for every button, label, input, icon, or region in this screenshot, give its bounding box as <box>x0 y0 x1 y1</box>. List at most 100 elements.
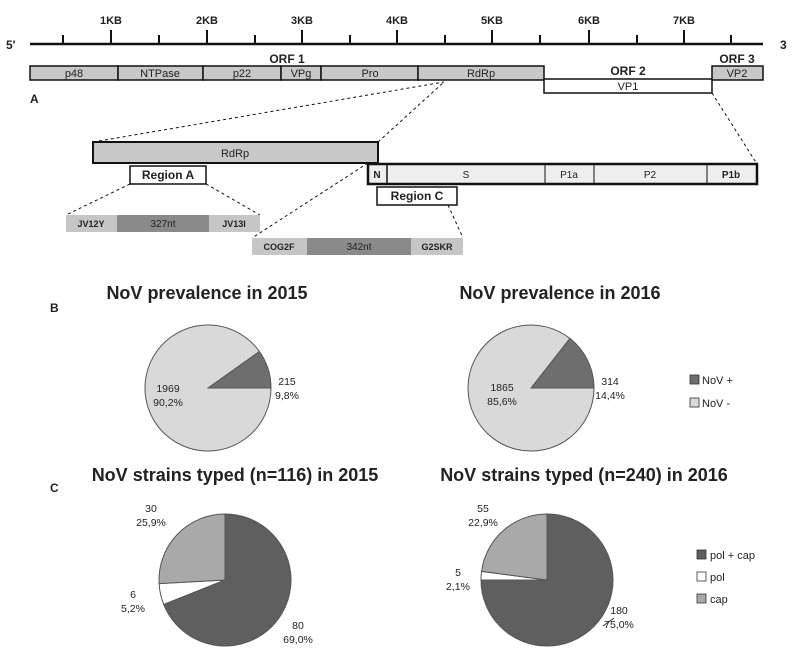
region-a-box <box>129 165 207 185</box>
pie-typed-2015-polcap-percent: 69,0% <box>283 634 313 646</box>
pie-typed-2015-pol-count: 6 <box>130 589 136 601</box>
primer-jv12y <box>66 215 117 232</box>
pie-typed-2016-polcap-percent: 75,0% <box>604 619 634 631</box>
pie-2016-positive-percent: 14,4% <box>595 390 625 402</box>
tick-label-4kb: 4KB <box>386 15 408 27</box>
vp2-label: VP2 <box>727 68 748 80</box>
protein-vpg-label: VPg <box>291 68 312 80</box>
protein-rdrp-label: RdRp <box>467 68 495 80</box>
capsid-segment-p2: P2 <box>644 170 657 181</box>
region-detail: RdRp Region A N S P1a P2 P1b Region C JV… <box>65 81 759 255</box>
region-c-label: Region C <box>391 189 444 203</box>
pie-typed-2016-pol-count: 5 <box>455 567 461 579</box>
legend-swatch-nov-positive <box>689 374 700 385</box>
zoom-guide-line <box>92 81 445 143</box>
amplicon-a-length: 327nt <box>150 219 175 230</box>
amplicon-342nt <box>307 238 411 255</box>
protein-p48-label: p48 <box>65 68 83 80</box>
pie-typed-2015-pol-percent: 5,2% <box>121 603 145 615</box>
region-c-box <box>376 186 458 206</box>
genome-map: 5' 3 1KB 2KB 3KB 4KB 5KB 6KB 7KB <box>6 15 787 106</box>
genome-3prime-label: 3 <box>780 38 787 52</box>
chart-title-typed-2015: NoV strains typed (n=116) in 2015 <box>92 465 379 485</box>
legend-swatch-cap <box>696 593 707 604</box>
pie-slice-pol-cap <box>480 513 614 647</box>
pie-typed-2015 <box>158 513 292 647</box>
vp2-box <box>711 65 764 81</box>
legend-label-pol-cap: pol + cap <box>710 550 755 562</box>
region-a-label: Region A <box>142 168 195 182</box>
zoom-guide-line <box>447 204 464 239</box>
orf3-label: ORF 3 <box>719 52 755 66</box>
tick-label-2kb: 2KB <box>196 15 218 27</box>
tick-label-7kb: 7KB <box>673 15 695 27</box>
zoom-guide-line <box>205 183 261 216</box>
pie-typed-2016-pol-percent: 2,1% <box>446 581 470 593</box>
orf1-label: ORF 1 <box>269 52 305 66</box>
primer-cog2f <box>252 238 307 255</box>
amplicon-327nt <box>117 215 209 232</box>
zoom-guide-line <box>377 81 445 143</box>
rdrp-detail-label: RdRp <box>221 148 249 160</box>
primer-g2skr-label: G2SKR <box>421 242 453 252</box>
pie-2015-negative-count: 1969 <box>156 383 180 395</box>
tick-label-6kb: 6KB <box>578 15 600 27</box>
tick-label-3kb: 3KB <box>291 15 313 27</box>
zoom-guide-line <box>251 162 369 239</box>
tick-label-5kb: 5KB <box>481 15 503 27</box>
pie-2016-negative-percent: 85,6% <box>487 396 517 408</box>
pie-slice-pol-cap <box>163 513 292 647</box>
capsid-segment-p1b: P1b <box>722 170 740 181</box>
pie-typed-2015-cap-count: 30 <box>145 503 157 515</box>
leader-line <box>602 617 615 627</box>
legend-typed: pol + cap pol cap <box>696 549 755 606</box>
protein-p22-label: p22 <box>233 68 251 80</box>
protein-rdrp-box <box>417 65 545 81</box>
legend-swatch-nov-negative <box>689 397 700 408</box>
orf1-boxes: p48 NTPase p22 VPg Pro RdRp <box>29 65 545 81</box>
legend-prevalence: NoV + NoV - <box>689 374 733 410</box>
pie-typed-2015-cap-percent: 25,9% <box>136 517 166 529</box>
orf2-label: ORF 2 <box>610 64 646 78</box>
chart-title-prevalence-2015: NoV prevalence in 2015 <box>106 283 307 303</box>
panel-label-b: B <box>50 301 59 315</box>
legend-label-pol: pol <box>710 572 725 584</box>
vp1-box <box>543 78 713 94</box>
kb-tick-labels: 1KB 2KB 3KB 4KB 5KB 6KB 7KB <box>100 15 695 27</box>
pie-typed-2016 <box>480 513 614 647</box>
pie-2015-positive-percent: 9,8% <box>275 390 299 402</box>
panel-label-a: A <box>30 92 39 106</box>
pie-slice-nov <box>467 324 595 452</box>
panel-label-c: C <box>50 481 59 495</box>
capsid-segment-s: S <box>463 170 470 181</box>
genome-ticks <box>62 30 732 44</box>
legend-swatch-pol-cap <box>696 549 707 560</box>
panel-b: B NoV prevalence in 2015 NoV prevalence … <box>50 283 733 452</box>
pie-2015-positive-count: 215 <box>278 376 296 388</box>
pie-prevalence-2015 <box>144 324 272 452</box>
legend-swatch-pol <box>696 571 707 582</box>
capsid-segment-n: N <box>373 170 380 181</box>
vp1-label: VP1 <box>618 81 639 93</box>
primer-jv13i <box>209 215 260 232</box>
primer-jv12y-label: JV12Y <box>77 219 104 229</box>
chart-title-prevalence-2016: NoV prevalence in 2016 <box>459 283 660 303</box>
capsid-detail-box <box>366 162 759 186</box>
pie-typed-2016-cap-count: 55 <box>477 503 489 515</box>
chart-title-typed-2016: NoV strains typed (n=240) in 2016 <box>440 465 728 485</box>
legend-label-cap: cap <box>710 594 728 606</box>
pie-2016-positive-count: 314 <box>601 376 619 388</box>
zoom-guide-line <box>65 183 131 216</box>
amplicon-region-a: JV12Y 327nt JV13I <box>66 215 260 232</box>
pie-slice-cap <box>158 513 226 585</box>
pie-prevalence-2016 <box>467 324 595 452</box>
primer-g2skr <box>411 238 463 255</box>
legend-label-nov-negative: NoV - <box>702 398 730 410</box>
pie-typed-2016-polcap-count: 180 <box>610 605 628 617</box>
pie-typed-2015-polcap-count: 80 <box>292 620 304 632</box>
pie-slice-nov <box>529 337 595 389</box>
pie-slice-cap <box>480 513 548 581</box>
legend-label-nov-positive: NoV + <box>702 375 733 387</box>
genome-5prime-label: 5' <box>6 38 16 52</box>
primer-jv13i-label: JV13I <box>222 219 246 229</box>
